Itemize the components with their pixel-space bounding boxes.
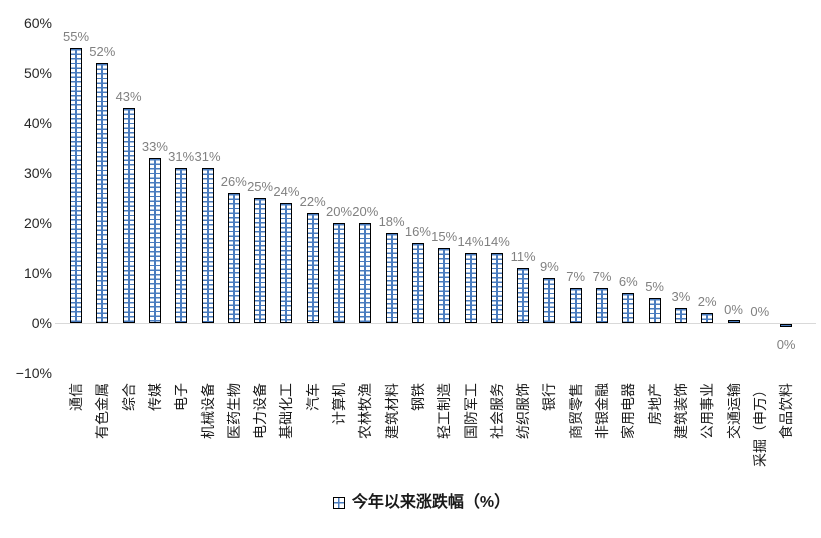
y-axis-tick-label: 10% bbox=[23, 265, 52, 281]
x-axis-category-label: 纺织服饰 bbox=[515, 383, 532, 439]
bar bbox=[333, 223, 345, 323]
y-axis-tick-label: −10% bbox=[15, 365, 52, 381]
data-label: 5% bbox=[645, 279, 664, 294]
bar bbox=[70, 48, 82, 323]
bar bbox=[596, 288, 608, 323]
data-label: 14% bbox=[483, 234, 510, 249]
bar bbox=[280, 203, 293, 323]
x-axis-category-label: 电子 bbox=[173, 383, 190, 411]
data-label: 31% bbox=[194, 149, 221, 164]
x-axis-category-label: 国防军工 bbox=[462, 383, 479, 439]
x-axis-category-label: 交通运输 bbox=[725, 383, 742, 439]
x-axis-category-label: 房地产 bbox=[646, 383, 663, 425]
data-label: 0% bbox=[776, 337, 796, 352]
data-label: 15% bbox=[431, 229, 458, 244]
bar bbox=[201, 168, 214, 323]
x-axis-category-label: 有色金属 bbox=[94, 383, 111, 439]
x-axis-category-label: 传媒 bbox=[146, 383, 163, 411]
data-label: 0% bbox=[724, 301, 743, 317]
data-label: 52% bbox=[89, 44, 116, 59]
y-axis-tick-label: 40% bbox=[23, 115, 52, 131]
bar bbox=[385, 233, 398, 323]
x-axis-category-label: 建筑装饰 bbox=[672, 383, 689, 439]
bar bbox=[96, 63, 109, 323]
data-label: 25% bbox=[247, 179, 274, 194]
x-axis-category-label: 基础化工 bbox=[278, 383, 295, 439]
data-label: 22% bbox=[299, 194, 326, 209]
x-axis-category-label: 计算机 bbox=[331, 383, 347, 425]
x-axis-line bbox=[55, 323, 816, 324]
data-label: 0% bbox=[750, 303, 770, 319]
data-label: 7% bbox=[592, 269, 612, 284]
data-label: 26% bbox=[220, 174, 247, 189]
x-axis-category-label: 电力设备 bbox=[252, 383, 269, 439]
y-axis-tick-label: 60% bbox=[23, 15, 52, 31]
bar bbox=[438, 248, 451, 323]
data-label: 6% bbox=[618, 274, 638, 289]
bar bbox=[122, 108, 135, 323]
x-axis-category-label: 银行 bbox=[541, 383, 558, 411]
bar bbox=[254, 198, 267, 323]
bar bbox=[701, 313, 714, 323]
x-axis-category-label: 医药生物 bbox=[225, 383, 242, 439]
y-axis-tick-label: 0% bbox=[31, 315, 52, 331]
bar bbox=[674, 308, 687, 323]
x-axis-category-label: 通信 bbox=[68, 383, 84, 411]
data-label: 43% bbox=[115, 89, 142, 104]
x-axis-category-label: 机械设备 bbox=[199, 383, 216, 439]
data-label: 3% bbox=[671, 289, 691, 304]
legend-label: 今年以来涨跌幅（%） bbox=[351, 494, 511, 511]
data-label: 7% bbox=[566, 269, 586, 284]
x-axis-category-label: 汽车 bbox=[304, 383, 321, 411]
bar bbox=[227, 193, 240, 323]
bar bbox=[490, 253, 503, 323]
data-label: 55% bbox=[62, 29, 90, 44]
data-label: 31% bbox=[168, 149, 195, 164]
x-axis-category-label: 综合 bbox=[120, 383, 137, 411]
legend: 今年以来涨跌幅（%） bbox=[0, 492, 821, 514]
bar bbox=[464, 253, 477, 323]
bar bbox=[727, 320, 740, 323]
data-label: 20% bbox=[325, 204, 353, 219]
x-axis-category-label: 建筑材料 bbox=[383, 383, 400, 439]
x-axis-category-label: 食品饮料 bbox=[778, 383, 795, 439]
bar bbox=[622, 293, 635, 323]
bar bbox=[543, 278, 556, 323]
x-axis-category-label: 农林牧渔 bbox=[357, 383, 374, 439]
bar bbox=[411, 243, 424, 323]
x-axis-category-label: 轻工制造 bbox=[436, 383, 453, 439]
data-label: 16% bbox=[404, 224, 431, 239]
x-axis-category-label: 社会服务 bbox=[488, 383, 505, 439]
bar bbox=[517, 268, 530, 323]
y-axis-tick-label: 50% bbox=[23, 65, 52, 81]
data-label: 18% bbox=[378, 214, 405, 229]
x-axis-category-label: 采掘（申万） bbox=[751, 383, 768, 467]
data-label: 14% bbox=[457, 234, 484, 249]
bar bbox=[148, 158, 161, 323]
bar bbox=[359, 223, 372, 323]
data-label: 9% bbox=[539, 259, 559, 274]
bar bbox=[780, 324, 793, 327]
x-axis-category-label: 公用事业 bbox=[699, 383, 716, 439]
data-label: 2% bbox=[697, 294, 717, 309]
bar bbox=[648, 298, 661, 323]
y-axis-tick-label: 30% bbox=[23, 165, 52, 181]
data-label: 11% bbox=[510, 249, 536, 264]
data-label: 20% bbox=[352, 204, 379, 219]
bar bbox=[569, 288, 582, 323]
x-axis-category-label: 家用电器 bbox=[620, 383, 637, 439]
data-label: 24% bbox=[273, 184, 300, 199]
bar bbox=[175, 168, 188, 323]
bar bbox=[306, 213, 319, 323]
y-axis-tick-label: 20% bbox=[23, 215, 52, 231]
x-axis-category-label: 非银金融 bbox=[594, 383, 610, 439]
data-label: 33% bbox=[141, 139, 168, 154]
x-axis-category-label: 钢铁 bbox=[409, 383, 426, 411]
legend-marker-patterned-bar-icon bbox=[332, 497, 345, 509]
x-axis-category-label: 商贸零售 bbox=[567, 383, 584, 439]
